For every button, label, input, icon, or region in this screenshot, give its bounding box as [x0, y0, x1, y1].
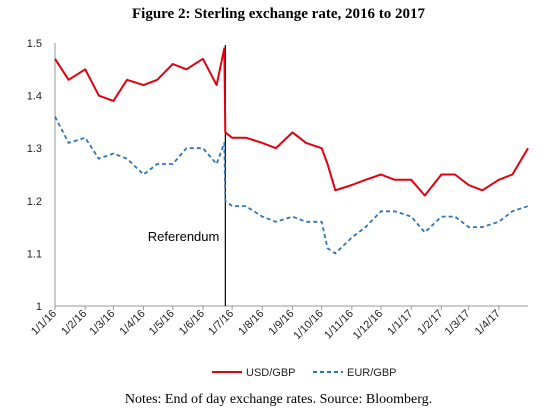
referendum-label: Referendum [148, 229, 220, 244]
x-tick-label: 1/4/16 [118, 308, 148, 338]
x-tick-label: 1/6/16 [177, 308, 207, 338]
x-tick-label: 1/3/17 [443, 308, 473, 338]
x-tick-label: 1/10/16 [291, 308, 325, 342]
series-lines [54, 47, 529, 255]
legend: USD/GBP EUR/GBP [212, 367, 397, 379]
x-tick-label: 1/1/16 [29, 308, 59, 338]
series-line-eur-gbp [54, 116, 529, 255]
y-tick-label: 1.2 [27, 196, 42, 208]
x-tick-label: 1/2/16 [59, 308, 89, 338]
x-tick-label: 1/8/16 [236, 308, 266, 338]
y-tick-label: 1 [36, 301, 42, 313]
x-tick-label: 1/5/16 [147, 308, 177, 338]
axes: 1 1.1 1.2 1.3 1.4 1.5 1/1/16 1/2/161/3/16 1/4/16… [27, 38, 528, 342]
y-tick-label: 1.5 [27, 38, 42, 50]
y-tick-label: 1.3 [27, 143, 42, 155]
chart-title: Figure 2: Sterling exchange rate, 2016 t… [131, 6, 425, 22]
y-tick-label: 1.1 [27, 248, 42, 260]
y-tick-label: 1.4 [27, 91, 42, 103]
referendum-marker: Referendum [148, 45, 226, 306]
x-tick-label: 1/1/17 [385, 308, 415, 338]
x-tick-label: 1/3/16 [87, 308, 117, 338]
x-tick-label: 1/7/16 [206, 308, 236, 338]
series-line-usd-gbp [54, 47, 529, 197]
x-tick-label: 1/4/17 [473, 308, 503, 338]
x-tick-label: 1/2/17 [415, 308, 445, 338]
chart-note: Notes: End of day exchange rates. Source… [124, 392, 433, 407]
legend-label: USD/GBP [246, 367, 296, 379]
legend-label: EUR/GBP [347, 367, 397, 379]
x-tick-label: 1/11/16 [322, 308, 356, 342]
x-tick-label: 1/12/16 [351, 308, 385, 342]
